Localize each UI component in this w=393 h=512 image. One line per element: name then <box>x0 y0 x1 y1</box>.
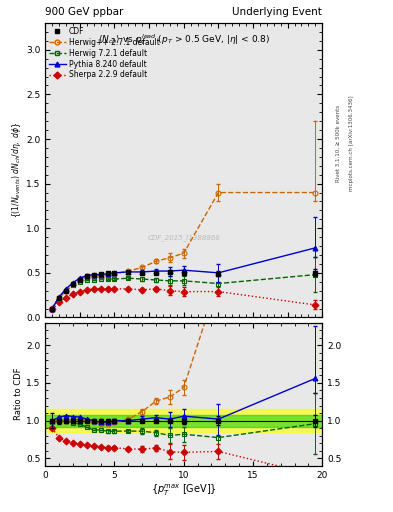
Pythia 8.240 default <box>216 270 221 276</box>
Herwig 7.2.1 default <box>182 278 186 284</box>
Herwig 7.2.1 default <box>313 271 318 278</box>
Herwig 7.2.1 default <box>64 288 68 294</box>
Text: Rivet 3.1.10, ≥ 500k events: Rivet 3.1.10, ≥ 500k events <box>336 105 341 182</box>
Line: Sherpa 2.2.9 default: Sherpa 2.2.9 default <box>50 286 318 312</box>
Herwig++ 2.7.1 default <box>77 276 82 282</box>
Herwig++ 2.7.1 default <box>112 271 117 277</box>
Herwig++ 2.7.1 default <box>91 272 96 279</box>
Pythia 8.240 default <box>167 268 172 274</box>
Herwig 7.2.1 default <box>98 276 103 282</box>
Herwig++ 2.7.1 default <box>57 295 61 301</box>
Sherpa 2.2.9 default <box>154 286 158 292</box>
Bar <box>45 409 322 432</box>
Herwig 7.2.1 default <box>50 306 55 312</box>
Pythia 8.240 default <box>91 271 96 278</box>
Sherpa 2.2.9 default <box>50 306 55 312</box>
Herwig 7.2.1 default <box>71 282 75 288</box>
Pythia 8.240 default <box>182 267 186 273</box>
Sherpa 2.2.9 default <box>71 291 75 297</box>
Text: CDF_2015_I1388868: CDF_2015_I1388868 <box>147 234 220 241</box>
Pythia 8.240 default <box>50 306 55 312</box>
Herwig 7.2.1 default <box>154 277 158 283</box>
Pythia 8.240 default <box>313 245 318 251</box>
Herwig 7.2.1 default <box>112 276 117 282</box>
Herwig++ 2.7.1 default <box>216 189 221 196</box>
Line: Herwig 7.2.1 default: Herwig 7.2.1 default <box>50 272 318 311</box>
Pythia 8.240 default <box>154 268 158 274</box>
Sherpa 2.2.9 default <box>64 295 68 301</box>
Text: mcplots.cern.ch [arXiv:1306.3436]: mcplots.cern.ch [arXiv:1306.3436] <box>349 96 354 191</box>
Herwig++ 2.7.1 default <box>71 282 75 288</box>
Sherpa 2.2.9 default <box>167 288 172 294</box>
Pythia 8.240 default <box>71 280 75 286</box>
Herwig 7.2.1 default <box>216 281 221 287</box>
Bar <box>45 415 322 426</box>
Sherpa 2.2.9 default <box>105 286 110 292</box>
Sherpa 2.2.9 default <box>57 299 61 305</box>
Text: $\langle N_{ch}\rangle$ vs $p_T^{lead}$ ($p_T$ > 0.5 GeV, $|\eta|$ < 0.8): $\langle N_{ch}\rangle$ vs $p_T^{lead}$ … <box>98 32 270 47</box>
Herwig 7.2.1 default <box>126 275 131 281</box>
Pythia 8.240 default <box>64 286 68 292</box>
Legend: CDF, Herwig++ 2.7.1 default, Herwig 7.2.1 default, Pythia 8.240 default, Sherpa : CDF, Herwig++ 2.7.1 default, Herwig 7.2.… <box>48 25 161 81</box>
Herwig 7.2.1 default <box>105 276 110 282</box>
Herwig++ 2.7.1 default <box>50 306 55 312</box>
Sherpa 2.2.9 default <box>84 287 89 293</box>
Y-axis label: Ratio to CDF: Ratio to CDF <box>14 368 23 420</box>
Line: Pythia 8.240 default: Pythia 8.240 default <box>50 245 318 311</box>
Sherpa 2.2.9 default <box>112 286 117 292</box>
Pythia 8.240 default <box>112 270 117 276</box>
Herwig++ 2.7.1 default <box>64 288 68 294</box>
Pythia 8.240 default <box>57 294 61 300</box>
Herwig++ 2.7.1 default <box>167 254 172 261</box>
Sherpa 2.2.9 default <box>98 286 103 292</box>
Pythia 8.240 default <box>77 275 82 281</box>
Pythia 8.240 default <box>98 271 103 278</box>
Herwig++ 2.7.1 default <box>98 272 103 279</box>
Pythia 8.240 default <box>126 269 131 275</box>
Sherpa 2.2.9 default <box>140 287 145 293</box>
Herwig++ 2.7.1 default <box>105 271 110 278</box>
Pythia 8.240 default <box>140 269 145 275</box>
Herwig++ 2.7.1 default <box>182 250 186 257</box>
Herwig++ 2.7.1 default <box>140 264 145 270</box>
Sherpa 2.2.9 default <box>91 286 96 292</box>
Sherpa 2.2.9 default <box>216 288 221 294</box>
Pythia 8.240 default <box>84 272 89 279</box>
Herwig 7.2.1 default <box>77 279 82 285</box>
Herwig++ 2.7.1 default <box>154 258 158 264</box>
Herwig 7.2.1 default <box>84 277 89 283</box>
Herwig++ 2.7.1 default <box>84 273 89 280</box>
Text: Underlying Event: Underlying Event <box>232 7 322 16</box>
Pythia 8.240 default <box>105 271 110 277</box>
Sherpa 2.2.9 default <box>182 288 186 294</box>
Y-axis label: $\{(1/N_{events})\ dN_{ch}/d\eta,\ d\phi\}$: $\{(1/N_{events})\ dN_{ch}/d\eta,\ d\phi… <box>10 122 23 218</box>
Herwig 7.2.1 default <box>91 277 96 283</box>
Line: Herwig++ 2.7.1 default: Herwig++ 2.7.1 default <box>50 190 318 311</box>
Herwig 7.2.1 default <box>57 295 61 301</box>
Herwig++ 2.7.1 default <box>313 189 318 196</box>
Text: 900 GeV ppbar: 900 GeV ppbar <box>45 7 123 16</box>
Herwig 7.2.1 default <box>140 276 145 282</box>
Sherpa 2.2.9 default <box>126 286 131 292</box>
Sherpa 2.2.9 default <box>313 302 318 308</box>
Sherpa 2.2.9 default <box>77 288 82 294</box>
X-axis label: $\{p_T^{max}$ [GeV]$\}$: $\{p_T^{max}$ [GeV]$\}$ <box>151 482 217 498</box>
Herwig++ 2.7.1 default <box>126 268 131 274</box>
Herwig 7.2.1 default <box>167 278 172 284</box>
